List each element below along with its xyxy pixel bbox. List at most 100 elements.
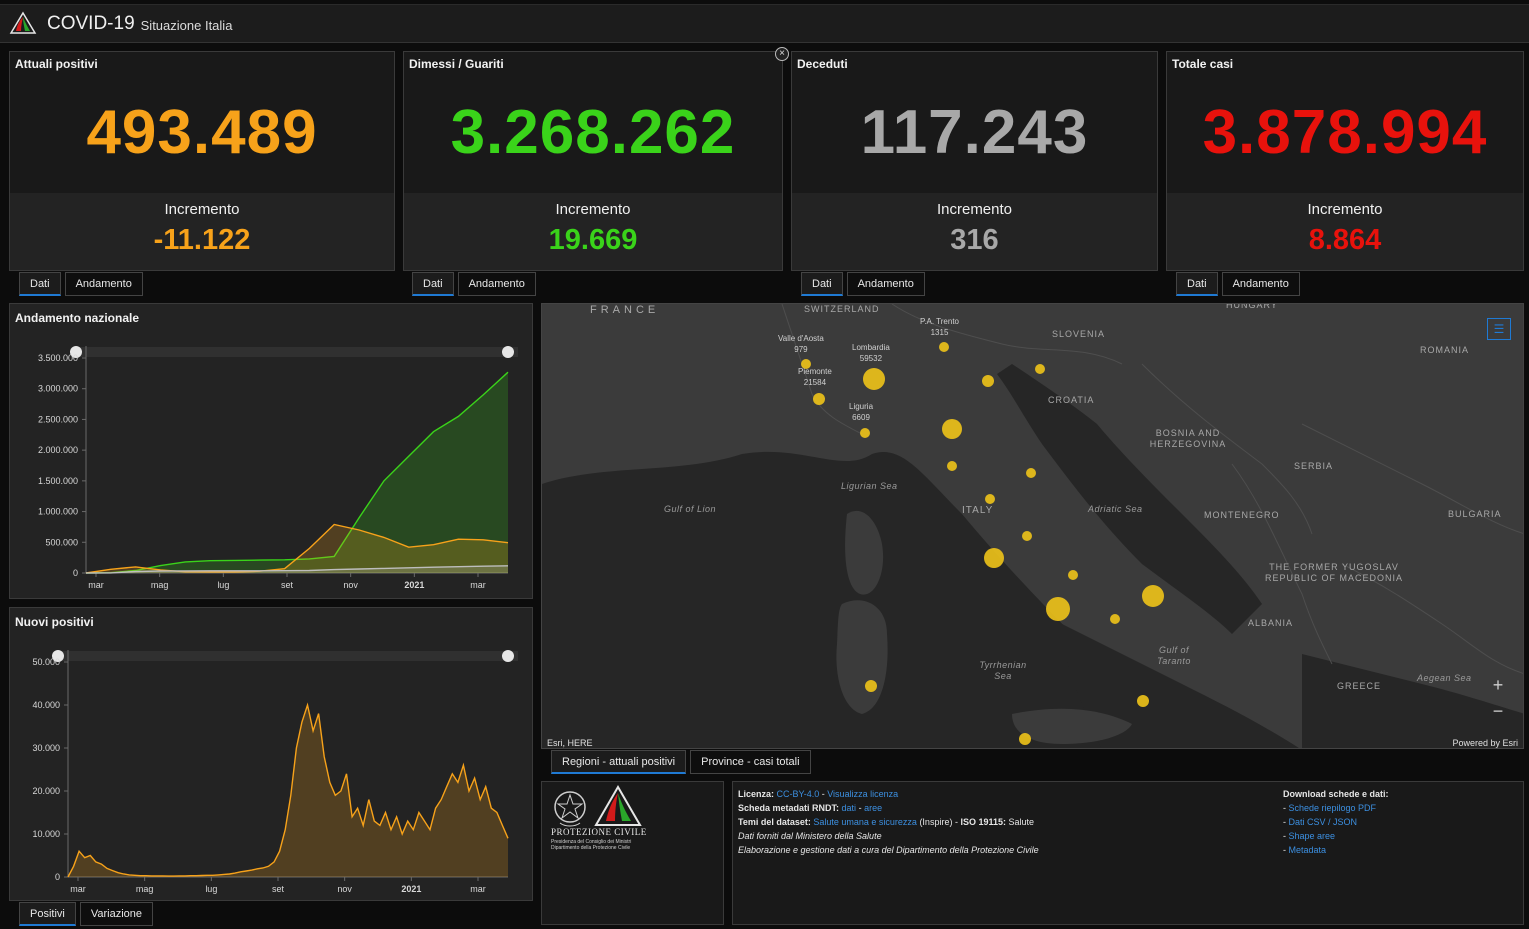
card-tabs: Dati Andamento bbox=[801, 272, 925, 296]
download-metadata-link[interactable]: Metadata bbox=[1288, 845, 1327, 855]
info-logos: PROTEZIONE CIVILE Presidenza del Consigl… bbox=[541, 781, 724, 925]
tab-andamento[interactable]: Andamento bbox=[64, 272, 143, 296]
card-tabs: Dati Andamento bbox=[19, 272, 143, 296]
card-top bbox=[404, 52, 782, 193]
tab-province[interactable]: Province - casi totali bbox=[690, 750, 811, 774]
chart-tabs: Positivi Variazione bbox=[19, 902, 154, 926]
chart-title: Andamento nazionale bbox=[15, 311, 140, 325]
protezione-civile-logo-icon bbox=[9, 11, 37, 34]
card-increment-value: 316 bbox=[950, 224, 999, 256]
close-icon[interactable]: × bbox=[775, 47, 789, 61]
y-tick-label: 500.000 bbox=[45, 537, 78, 547]
card-value: 117.243 bbox=[860, 98, 1089, 167]
tab-variazione[interactable]: Variazione bbox=[79, 902, 154, 926]
y-tick-label: 2.500.000 bbox=[38, 414, 78, 424]
country-label: CROATIA bbox=[1048, 395, 1095, 405]
range-slider-handle[interactable] bbox=[52, 650, 64, 662]
protezione-civile-logo-icon bbox=[594, 785, 642, 826]
card-totale-casi: Totale casi 3.878.994 Incremento 8.864 bbox=[1166, 51, 1524, 271]
card-top bbox=[10, 52, 394, 193]
map-credit-right[interactable]: Powered by Esri bbox=[1452, 738, 1518, 748]
tab-regioni[interactable]: Regioni - attuali positivi bbox=[551, 750, 687, 774]
series-line-0 bbox=[67, 702, 509, 878]
x-tick-label: set bbox=[272, 884, 285, 894]
range-slider-handle[interactable] bbox=[502, 346, 514, 358]
x-tick-label: mar bbox=[470, 884, 486, 894]
tab-positivi[interactable]: Positivi bbox=[19, 902, 76, 926]
card-increment-label: Incremento bbox=[936, 201, 1013, 218]
y-tick-label: 0 bbox=[55, 872, 60, 882]
chart-nuovi-positivi: Nuovi positivi 0 10.000 20.000 30.000 40.000… bbox=[9, 607, 533, 901]
tab-dati[interactable]: Dati bbox=[801, 272, 843, 296]
logo-sub2: Dipartimento della Protezione Civile bbox=[551, 845, 631, 851]
themes-link[interactable]: Salute umana e sicurezza bbox=[813, 817, 917, 827]
tab-dati[interactable]: Dati bbox=[1176, 272, 1218, 296]
zoom-out-button[interactable]: − bbox=[1492, 701, 1504, 721]
region-label: Liguria 6609 bbox=[849, 402, 874, 422]
country-label: ROMANIA bbox=[1420, 345, 1470, 355]
tab-andamento[interactable]: Andamento bbox=[1221, 272, 1300, 296]
themes-line: Temi del dataset: Salute umana e sicurez… bbox=[738, 817, 1035, 827]
range-slider-handle[interactable] bbox=[70, 346, 82, 358]
country-label: SERBIA bbox=[1294, 461, 1334, 471]
country-label: THE FORMER YUGOSLAV REPUBLIC OF MACEDONI… bbox=[1264, 562, 1404, 583]
x-tick-label: nov bbox=[337, 884, 352, 894]
download-item: - Schede riepilogo PDF bbox=[1283, 803, 1377, 813]
tab-dati[interactable]: Dati bbox=[412, 272, 454, 296]
map-tabs: Regioni - attuali positivi Province - ca… bbox=[551, 750, 811, 774]
range-slider-handle[interactable] bbox=[502, 650, 514, 662]
y-tick-label: 1.500.000 bbox=[38, 476, 78, 486]
info-details: Licenza: CC-BY-4.0 - Visualizza licenza … bbox=[732, 781, 1524, 925]
metadata-line: Scheda metadati RNDT: dati - aree bbox=[738, 803, 883, 813]
tab-dati[interactable]: Dati bbox=[19, 272, 61, 296]
download-csv-link[interactable]: Dati CSV / JSON bbox=[1288, 817, 1358, 827]
tab-andamento[interactable]: Andamento bbox=[846, 272, 925, 296]
tab-andamento[interactable]: Andamento bbox=[457, 272, 536, 296]
view-license-link[interactable]: Visualizza licenza bbox=[827, 789, 899, 799]
region-label: P.A. Trento 1315 bbox=[920, 317, 959, 337]
license-link[interactable]: CC-BY-4.0 bbox=[776, 789, 820, 799]
x-tick-label: set bbox=[281, 580, 294, 590]
range-slider-track[interactable] bbox=[76, 347, 518, 357]
data-source-line: Dati forniti dal Ministero della Salute bbox=[738, 831, 882, 841]
legend-list-icon[interactable]: ☰ bbox=[1487, 318, 1511, 340]
chart-title: Nuovi positivi bbox=[15, 615, 94, 629]
y-tick-label: 0 bbox=[73, 568, 78, 578]
x-tick-label: mag bbox=[136, 884, 154, 894]
download-item: - Metadata bbox=[1283, 845, 1327, 855]
country-label: FRANCE bbox=[590, 304, 660, 316]
card-top bbox=[1167, 52, 1523, 193]
sea-label: Tyrrhenian Sea bbox=[979, 660, 1027, 681]
card-top bbox=[792, 52, 1157, 193]
download-title: Download schede e dati: bbox=[1283, 789, 1389, 799]
region-label: Piemonte 21584 bbox=[798, 367, 832, 387]
y-tick-label: 40.000 bbox=[32, 700, 60, 710]
metadata-aree-link[interactable]: aree bbox=[864, 803, 883, 813]
metadata-dati-link[interactable]: dati bbox=[841, 803, 857, 813]
y-tick-label: 10.000 bbox=[32, 829, 60, 839]
y-tick-label: 20.000 bbox=[32, 786, 60, 796]
sea-label: Ligurian Sea bbox=[841, 481, 898, 491]
download-pdf-link[interactable]: Schede riepilogo PDF bbox=[1288, 803, 1377, 813]
zoom-in-button[interactable]: + bbox=[1492, 675, 1504, 695]
card-tabs: Dati Andamento bbox=[1176, 272, 1300, 296]
y-tick-label: 3.500.000 bbox=[38, 353, 78, 363]
download-shape-link[interactable]: Shape aree bbox=[1288, 831, 1336, 841]
chart-svg: 0 10.000 20.000 30.000 40.000 50.000 mar mag lug… bbox=[32, 650, 518, 894]
chart-andamento-nazionale: Andamento nazionale 0 500.000 1.000.000 1.5… bbox=[9, 303, 533, 599]
card-increment-label: Incremento bbox=[164, 201, 240, 218]
download-block: Download schede e dati: - Schede riepilo… bbox=[1283, 787, 1513, 857]
download-item: - Dati CSV / JSON bbox=[1283, 817, 1358, 827]
series-area-1 bbox=[86, 524, 508, 573]
map-view[interactable]: FRANCE SWITZERLAND HUNGARY SLOVENIA ROMA… bbox=[541, 303, 1524, 749]
emblem-repubblica-icon bbox=[554, 791, 586, 827]
range-slider-track[interactable] bbox=[58, 651, 518, 661]
card-title: Deceduti bbox=[797, 57, 848, 71]
country-label: ALBANIA bbox=[1248, 618, 1294, 628]
card-title: Totale casi bbox=[1172, 57, 1234, 71]
y-tick-label: 30.000 bbox=[32, 743, 60, 753]
map-credit-left: Esri, HERE bbox=[547, 738, 593, 748]
card-title: Dimessi / Guariti bbox=[409, 57, 504, 71]
sea-label: Gulf of Taranto bbox=[1157, 645, 1191, 666]
series-line-1 bbox=[85, 523, 509, 574]
